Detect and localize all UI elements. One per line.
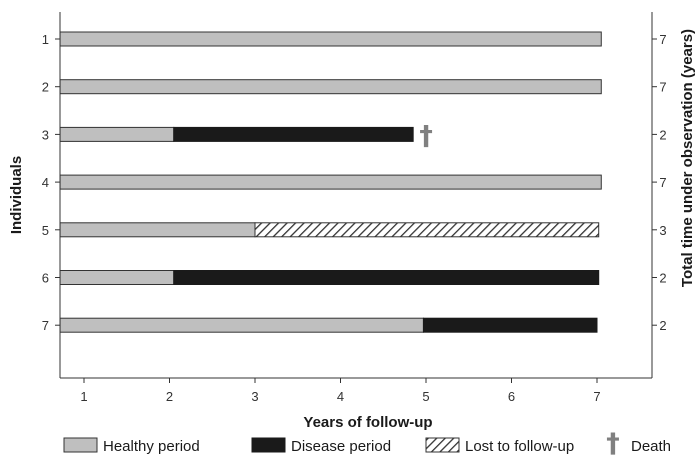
total-time-label-3: 2	[659, 127, 666, 142]
legend-swatch-healthy	[63, 437, 98, 453]
right-axis-title: Total time under observation (years)	[679, 29, 696, 287]
legend-swatch-disease	[251, 437, 286, 453]
individual-label-2: 2	[42, 80, 49, 95]
x-tick-label-2: 2	[166, 389, 173, 404]
bar-segment-healthy-individual-6	[59, 270, 175, 285]
bar-segment-disease-individual-7	[422, 317, 598, 333]
legend-swatch-lost	[425, 437, 460, 453]
individual-label-5: 5	[42, 223, 49, 238]
bar-segment-disease-individual-6	[173, 270, 600, 285]
legend-death-icon: †	[606, 428, 620, 456]
legend-label-disease: Disease period	[291, 438, 391, 455]
x-tick-label-6: 6	[508, 389, 515, 404]
individual-label-1: 1	[42, 32, 49, 47]
x-tick-label-3: 3	[251, 389, 258, 404]
x-tick-label-4: 4	[337, 389, 344, 404]
labels-layer: 1 7 2 7 3 2 4 7 5 3 6 2 7 2	[42, 32, 667, 333]
legend-label-healthy: Healthy period	[103, 438, 200, 455]
total-time-label-2: 7	[659, 80, 666, 95]
bar-segment-disease-individual-3	[173, 126, 414, 142]
total-time-label-6: 2	[659, 271, 666, 286]
total-time-label-4: 7	[659, 175, 666, 190]
bar-segment-healthy-individual-7	[59, 317, 424, 333]
x-tick-label-7: 7	[593, 389, 600, 404]
bar-segment-healthy-individual-4	[59, 174, 602, 190]
bars-layer: †	[59, 31, 602, 333]
total-time-label-5: 3	[659, 223, 666, 238]
total-time-label-1: 7	[659, 32, 666, 47]
x-axis-title: Years of follow-up	[303, 414, 432, 431]
bar-segment-healthy-individual-3	[59, 126, 175, 142]
x-ticks-layer: 1 2 3 4 5 6 7	[80, 378, 601, 404]
legend-label-death: Death	[631, 438, 671, 455]
total-time-label-7: 2	[659, 318, 666, 333]
death-marker-icon-individual-3: †	[419, 120, 433, 151]
bar-segment-lost-individual-5	[254, 222, 600, 238]
legend: Healthy period Disease period Lost to fo…	[63, 428, 671, 456]
legend-label-lost: Lost to follow-up	[465, 438, 574, 455]
individual-label-4: 4	[42, 175, 49, 190]
individual-label-6: 6	[42, 271, 49, 286]
bar-segment-healthy-individual-2	[59, 79, 602, 95]
x-tick-label-1: 1	[80, 389, 87, 404]
individual-label-3: 3	[42, 127, 49, 142]
y-axis-title: Individuals	[8, 156, 25, 234]
individual-label-7: 7	[42, 318, 49, 333]
bar-segment-healthy-individual-1	[59, 31, 602, 47]
bar-segment-healthy-individual-5	[59, 222, 256, 238]
x-tick-label-5: 5	[422, 389, 429, 404]
